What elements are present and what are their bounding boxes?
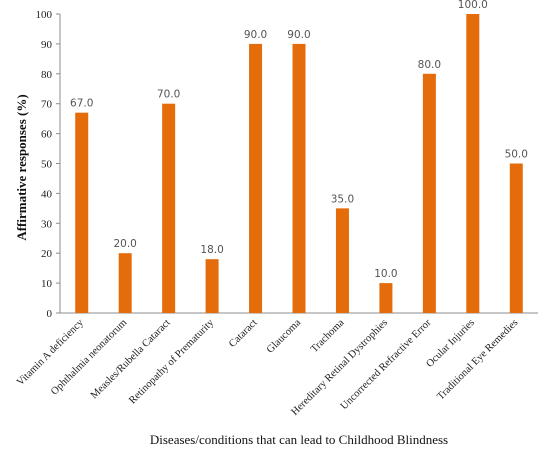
data-label: 100.0 [458,0,488,11]
data-label: 18.0 [200,244,223,256]
bar [118,253,132,313]
x-tick-label: Glaucoma [265,317,304,356]
x-tick-label: Measles/Rubella Cataract [89,317,173,401]
bar [205,259,219,313]
data-label: 10.0 [374,268,397,280]
bar [249,43,263,314]
y-tick-label: 100 [36,9,53,21]
data-label: 70.0 [157,89,180,101]
bar [509,163,523,313]
data-label: 50.0 [505,149,528,161]
bar [292,43,306,314]
bar [335,208,349,313]
y-tick-label: 40 [41,188,53,200]
y-tick-label: 60 [41,129,53,141]
bar [466,14,480,313]
x-tick-label: Traditional Eye Remedies [435,317,520,402]
y-tick-label: 50 [41,159,53,171]
y-tick-label: 10 [41,278,53,290]
x-tick-label: Ophthalmia neonatorum [49,317,129,397]
data-label: 35.0 [331,193,354,205]
x-tick-label: Retinopathy of Prematurity [127,317,217,407]
y-tick-label: 80 [41,69,53,81]
data-labels: 67.0 20.0 70.0 18.0 90.0 90.0 35.0 10.0 80.0 100.… [70,0,528,280]
y-axis: 0 10 20 30 40 50 60 70 80 90 100 [36,9,61,320]
bars [75,14,523,314]
data-label: 90.0 [287,29,310,41]
x-tick-label: Cataract [227,317,260,350]
x-tick-label: Trachoma [309,317,347,355]
y-axis-title: Affirmative responses (%) [14,94,29,240]
data-label: 90.0 [244,29,267,41]
bar [422,73,436,313]
bar [379,283,393,313]
data-label: 80.0 [418,59,441,71]
y-tick-label: 70 [41,99,53,111]
y-tick-label: 0 [47,308,53,320]
data-label: 67.0 [70,98,93,110]
x-axis-title: Diseases/conditions that can lead to Chi… [150,432,448,447]
data-label: 20.0 [113,238,136,250]
y-tick-label: 90 [41,39,53,51]
x-tick-label: Uncorrected Refractive Error [339,317,434,412]
y-tick-label: 20 [41,248,53,260]
bar [75,112,89,313]
y-tick-label: 30 [41,218,53,230]
bar [162,103,176,313]
